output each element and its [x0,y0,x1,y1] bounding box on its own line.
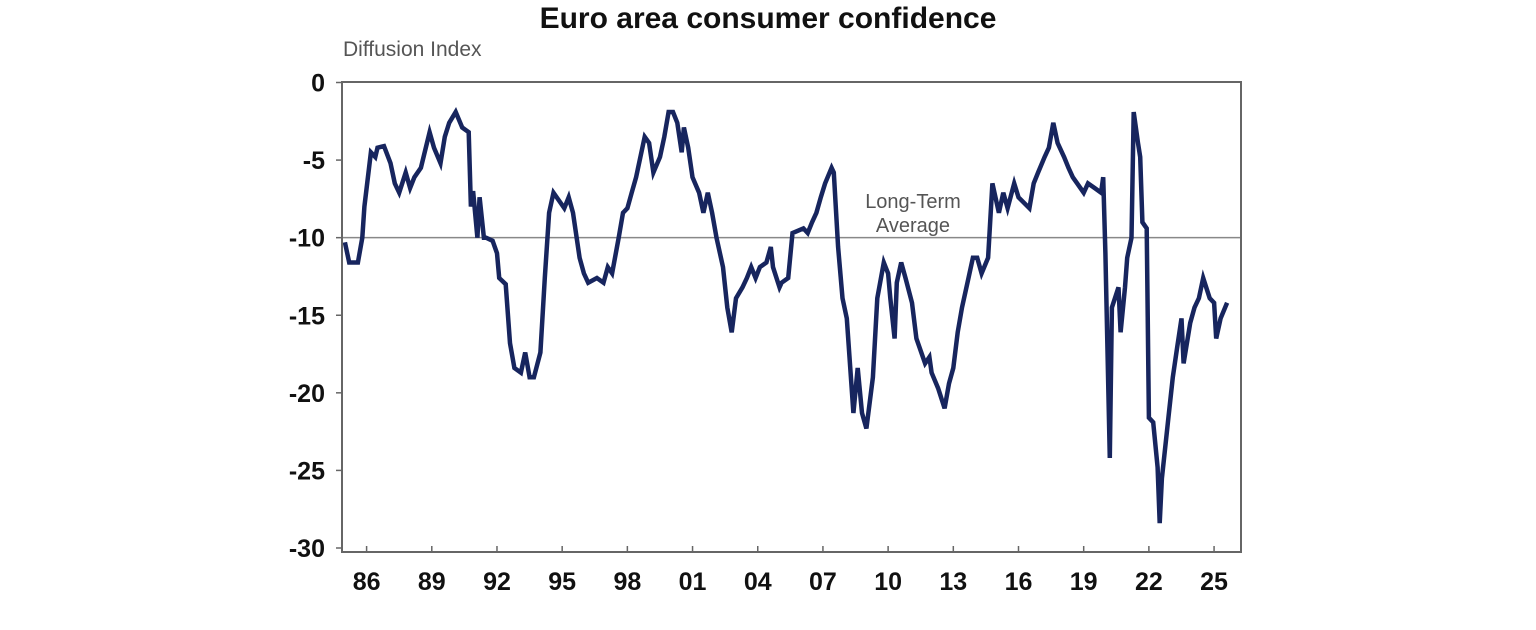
chart-title: Euro area consumer confidence [539,2,997,35]
x-tick-label: 19 [1070,568,1098,596]
x-tick-label: 13 [939,568,967,596]
y-tick-label: 0 [311,70,325,98]
y-tick-label: -15 [289,302,325,330]
x-tick-label: 04 [744,568,772,596]
x-tick-label: 98 [613,568,641,596]
y-axis-label: Diffusion Index [343,38,482,61]
x-tick-label: 22 [1135,568,1163,596]
x-tick-label: 10 [874,568,902,596]
x-tick-label: 86 [353,568,381,596]
reference-line-label: Average [876,215,950,237]
reference-line-label: Long-Term [865,191,961,213]
x-tick-label: 89 [418,568,446,596]
y-tick-label: -10 [289,225,325,253]
y-tick-label: -20 [289,380,325,408]
plot-frame [341,81,1242,553]
x-tick-label: 95 [548,568,576,596]
y-tick-label: -30 [289,535,325,563]
x-tick-label: 92 [483,568,511,596]
x-tick-label: 25 [1200,568,1228,596]
x-tick-label: 01 [679,568,707,596]
x-tick-label: 16 [1005,568,1033,596]
x-tick-label: 07 [809,568,837,596]
series-line [342,107,1230,524]
y-tick-label: -25 [289,457,325,485]
y-tick-label: -5 [303,147,325,175]
